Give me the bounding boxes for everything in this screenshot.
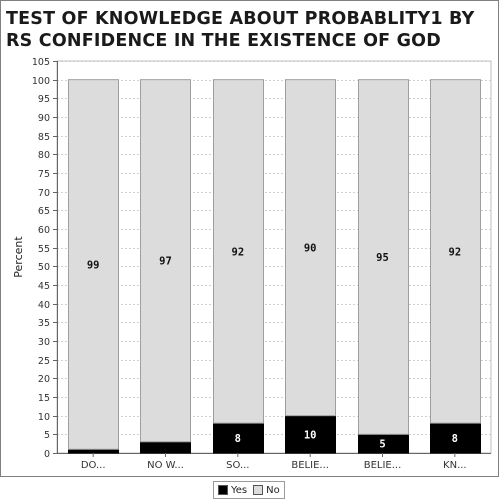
- y-tick-label: 45: [38, 281, 50, 292]
- legend: Yes No: [213, 481, 285, 499]
- data-label-no: 99: [87, 259, 100, 271]
- data-label-yes: 10: [304, 429, 317, 441]
- y-tick-label: 60: [38, 225, 50, 236]
- data-label-yes: 8: [452, 433, 458, 445]
- chart-title: TEST OF KNOWLEDGE ABOUT PROBABLITY1 BY R…: [6, 9, 475, 51]
- bar-yes: [68, 448, 119, 454]
- y-tick-label: 40: [38, 300, 50, 311]
- y-tick-label: 70: [38, 188, 50, 199]
- y-tick-label: 15: [38, 393, 50, 404]
- legend-item-yes: Yes: [218, 485, 247, 496]
- y-tick-label: 10: [38, 412, 50, 423]
- data-label-no: 90: [304, 243, 317, 255]
- y-tick-label: 5: [44, 430, 50, 441]
- plot-area: [56, 60, 492, 454]
- x-tick-label: DO...: [81, 460, 106, 471]
- data-label-no: 92: [232, 246, 245, 258]
- x-tick-label: BELIE...: [364, 460, 402, 471]
- legend-label-no: No: [266, 484, 280, 496]
- y-tick-label: 100: [32, 76, 50, 87]
- legend-label-yes: Yes: [231, 484, 248, 496]
- y-tick-label: 20: [38, 374, 50, 385]
- data-label-no: 95: [376, 252, 389, 264]
- data-label-no: 92: [449, 246, 462, 258]
- bar-no: [358, 79, 409, 435]
- bar-no: [430, 79, 481, 424]
- legend-item-no: No: [253, 485, 280, 496]
- y-tick-label: 90: [38, 113, 50, 124]
- y-tick-label: 85: [38, 132, 50, 143]
- data-label-yes: 5: [379, 439, 385, 451]
- x-tick-label: NO W...: [147, 460, 184, 471]
- legend-swatch-yes: [218, 485, 228, 495]
- bar-yes: [285, 415, 336, 454]
- x-tick-label: BELIE...: [291, 460, 329, 471]
- y-tick-label: 75: [38, 169, 50, 180]
- y-tick-label: 0: [44, 449, 50, 460]
- legend-swatch-no: [253, 485, 264, 495]
- bar-yes: [140, 441, 191, 454]
- x-tick-label: SO...: [226, 460, 249, 471]
- y-tick-label: 50: [38, 262, 50, 273]
- data-label-yes: 8: [235, 433, 241, 445]
- stacked-bar-chart: 0510152025303540455055606570758085909510…: [0, 0, 499, 477]
- y-tick-label: 30: [38, 337, 50, 348]
- y-tick-label: 55: [38, 244, 50, 255]
- bar-no: [213, 79, 264, 424]
- y-tick-label: 35: [38, 318, 50, 329]
- y-tick-label: 25: [38, 356, 50, 367]
- data-label-no: 97: [159, 256, 172, 268]
- y-tick-label: 65: [38, 206, 50, 217]
- bar-no: [140, 79, 191, 443]
- y-axis-label: Percent: [12, 236, 25, 278]
- bar-no: [285, 79, 336, 417]
- y-tick-label: 95: [38, 94, 50, 105]
- y-tick-label: 80: [38, 150, 50, 161]
- y-tick-label: 105: [32, 57, 50, 68]
- x-tick-label: KN...: [443, 460, 467, 471]
- bar-no: [68, 79, 119, 450]
